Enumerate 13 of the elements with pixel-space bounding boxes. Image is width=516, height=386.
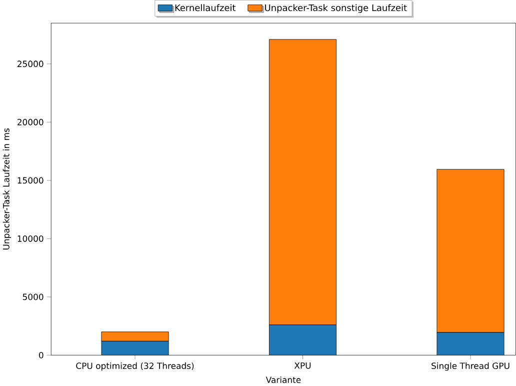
y-tick-label: 25000 bbox=[18, 60, 44, 68]
x-tick-label: Single Thread GPU bbox=[432, 362, 510, 371]
y-axis-title: Unpacker-Task Laufzeit in ms bbox=[2, 128, 12, 250]
x-tick-label: CPU optimized (32 Threads) bbox=[76, 362, 194, 371]
x-axis-title: Variante bbox=[266, 376, 301, 384]
y-tick-label: 0 bbox=[39, 352, 44, 358]
y-tick-label: 10000 bbox=[18, 236, 44, 242]
x-tick-label: XPU bbox=[294, 362, 311, 369]
y-tick-label: 5000 bbox=[22, 294, 44, 300]
legend-label: Kernellaufzeit bbox=[175, 4, 236, 12]
legend-label: Unpacker-Task sonstige Laufzeit bbox=[265, 4, 407, 13]
y-tick-label: 15000 bbox=[18, 177, 44, 184]
y-tick-label: 20000 bbox=[18, 119, 44, 126]
